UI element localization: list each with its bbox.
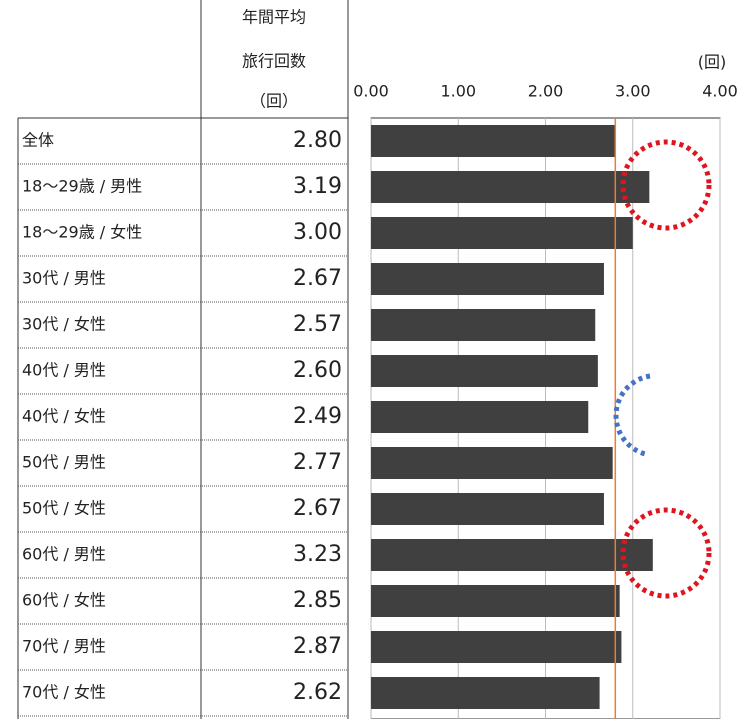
value-label: 3.00 (293, 220, 342, 245)
category-label: 30代 / 男性 (22, 269, 106, 288)
value-label: 2.77 (293, 450, 342, 475)
bar (371, 631, 622, 663)
value-label: 2.57 (293, 312, 342, 337)
category-label: 60代 / 女性 (22, 591, 106, 610)
bar (371, 585, 620, 617)
unit-label: (回) (698, 53, 727, 72)
category-label: 18～29歳 / 女性 (22, 223, 142, 242)
x-tick-label: 2.00 (528, 82, 564, 101)
highlight-circle (620, 139, 712, 231)
x-tick-label: 3.00 (615, 82, 651, 101)
value-label: 2.80 (293, 128, 342, 153)
bar (371, 355, 598, 387)
value-label: 2.60 (293, 358, 342, 383)
category-label: 50代 / 男性 (22, 453, 106, 472)
value-label: 2.87 (293, 634, 342, 659)
value-label: 2.85 (293, 588, 342, 613)
header-line: 年間平均 (242, 8, 306, 27)
header-line: （回） (250, 92, 298, 111)
value-label: 2.67 (293, 266, 342, 291)
bar (371, 447, 613, 479)
category-label: 18～29歳 / 男性 (22, 177, 142, 196)
category-label: 50代 / 女性 (22, 499, 106, 518)
value-label: 3.23 (293, 542, 342, 567)
bar (371, 263, 604, 295)
category-label: 40代 / 女性 (22, 407, 106, 426)
x-tick-label: 0.00 (353, 82, 389, 101)
category-label: 40代 / 男性 (22, 361, 106, 380)
bar (371, 309, 596, 341)
x-tick-label: 4.00 (702, 82, 738, 101)
bar (371, 539, 653, 571)
category-label: 30代 / 女性 (22, 315, 106, 334)
bar (371, 677, 600, 709)
category-label: 70代 / 男性 (22, 637, 106, 656)
category-label: 60代 / 男性 (22, 545, 106, 564)
x-tick-label: 1.00 (440, 82, 476, 101)
category-label: 70代 / 女性 (22, 683, 106, 702)
value-label: 2.62 (293, 680, 342, 705)
value-label: 3.19 (293, 174, 342, 199)
bar (371, 125, 616, 157)
bar (371, 217, 633, 249)
bar (371, 171, 650, 203)
highlight-circle (620, 507, 712, 599)
value-label: 2.67 (293, 496, 342, 521)
value-label: 2.49 (293, 404, 342, 429)
bar (371, 401, 589, 433)
bar (371, 493, 604, 525)
header-line: 旅行回数 (242, 52, 306, 71)
category-label: 全体 (22, 131, 54, 150)
